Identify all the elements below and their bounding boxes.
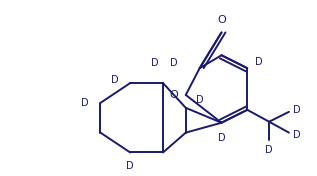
Text: D: D: [265, 144, 273, 155]
Text: D: D: [255, 57, 263, 67]
Text: D: D: [111, 75, 118, 85]
Text: D: D: [293, 105, 301, 115]
Text: D: D: [293, 130, 301, 140]
Text: D: D: [126, 161, 134, 171]
Text: D: D: [81, 98, 88, 108]
Text: D: D: [151, 58, 159, 68]
Text: O: O: [217, 15, 226, 26]
Text: D: D: [170, 58, 178, 68]
Text: D: D: [218, 133, 225, 143]
Text: D: D: [196, 95, 203, 105]
Text: O: O: [169, 90, 178, 100]
